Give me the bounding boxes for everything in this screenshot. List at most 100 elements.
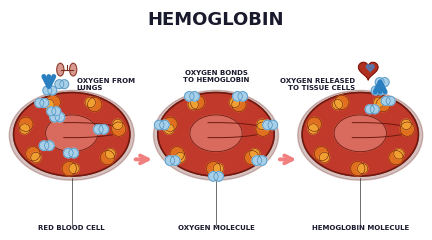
Circle shape <box>314 147 329 161</box>
Circle shape <box>376 86 385 95</box>
Circle shape <box>55 112 65 122</box>
Ellipse shape <box>14 93 130 176</box>
Circle shape <box>268 120 278 130</box>
Ellipse shape <box>153 90 279 180</box>
Circle shape <box>374 97 384 108</box>
Circle shape <box>165 156 175 165</box>
Circle shape <box>332 99 343 110</box>
Circle shape <box>233 92 242 101</box>
Circle shape <box>26 147 40 161</box>
Ellipse shape <box>158 93 274 176</box>
Ellipse shape <box>46 115 98 152</box>
Circle shape <box>238 92 248 101</box>
Circle shape <box>52 107 61 116</box>
Circle shape <box>163 117 177 132</box>
Ellipse shape <box>302 93 418 176</box>
Ellipse shape <box>9 90 134 180</box>
Text: RED BLOOD CELL: RED BLOOD CELL <box>38 225 105 231</box>
Circle shape <box>308 124 318 134</box>
Circle shape <box>47 107 56 116</box>
Circle shape <box>375 78 384 87</box>
Circle shape <box>112 119 123 130</box>
Circle shape <box>40 99 49 108</box>
Circle shape <box>111 122 126 136</box>
Circle shape <box>357 163 368 174</box>
Circle shape <box>307 117 321 132</box>
Circle shape <box>46 95 60 109</box>
Circle shape <box>64 148 73 158</box>
Ellipse shape <box>334 115 386 152</box>
Circle shape <box>164 124 174 134</box>
Polygon shape <box>359 62 378 80</box>
Circle shape <box>100 150 114 165</box>
Circle shape <box>154 120 164 130</box>
Circle shape <box>389 150 403 165</box>
Circle shape <box>190 92 199 101</box>
Circle shape <box>19 117 33 132</box>
Circle shape <box>69 163 79 174</box>
Text: HEMOGLOBIN: HEMOGLOBIN <box>148 12 284 30</box>
Circle shape <box>250 149 260 159</box>
Circle shape <box>88 97 102 112</box>
Circle shape <box>43 86 52 95</box>
Circle shape <box>214 172 223 181</box>
Circle shape <box>394 149 404 159</box>
Circle shape <box>44 99 54 110</box>
Text: OXYGEN RELEASED
TO TISSUE CELLS: OXYGEN RELEASED TO TISSUE CELLS <box>280 78 355 91</box>
Circle shape <box>371 86 380 95</box>
Circle shape <box>31 152 41 163</box>
Ellipse shape <box>298 90 423 180</box>
Circle shape <box>48 86 57 95</box>
Text: OXYGEN BONDS
TO HEMOGLOBIN: OXYGEN BONDS TO HEMOGLOBIN <box>183 70 249 83</box>
Circle shape <box>160 120 169 130</box>
Circle shape <box>245 150 259 165</box>
Circle shape <box>19 124 30 134</box>
Circle shape <box>365 105 374 114</box>
Circle shape <box>257 156 267 165</box>
Circle shape <box>229 97 240 108</box>
Circle shape <box>400 122 414 136</box>
Circle shape <box>55 80 64 89</box>
Circle shape <box>105 149 116 159</box>
Circle shape <box>39 141 49 150</box>
Circle shape <box>370 105 379 114</box>
Text: HEMOGLOBIN MOLECULE: HEMOGLOBIN MOLECULE <box>311 225 409 231</box>
Circle shape <box>232 97 246 112</box>
Text: OXYGEN FROM
LUNGS: OXYGEN FROM LUNGS <box>77 78 135 91</box>
Circle shape <box>350 161 365 176</box>
Circle shape <box>319 152 330 163</box>
Circle shape <box>257 119 267 130</box>
Ellipse shape <box>190 115 242 152</box>
Circle shape <box>188 99 198 110</box>
Circle shape <box>191 95 205 109</box>
Circle shape <box>50 112 60 122</box>
Circle shape <box>62 161 76 176</box>
Circle shape <box>376 97 391 112</box>
Circle shape <box>170 147 184 161</box>
Ellipse shape <box>57 63 64 76</box>
Ellipse shape <box>70 63 77 76</box>
Circle shape <box>401 119 411 130</box>
Circle shape <box>35 99 44 108</box>
Circle shape <box>69 148 79 158</box>
Circle shape <box>380 78 389 87</box>
Text: OXYGEN MOLECULE: OXYGEN MOLECULE <box>178 225 254 231</box>
Polygon shape <box>366 65 374 72</box>
Circle shape <box>209 172 218 181</box>
Circle shape <box>381 96 390 105</box>
Circle shape <box>94 125 103 134</box>
Circle shape <box>85 97 95 108</box>
Circle shape <box>256 122 270 136</box>
Circle shape <box>206 161 221 176</box>
Circle shape <box>170 156 180 165</box>
Circle shape <box>44 141 54 150</box>
Circle shape <box>60 80 69 89</box>
Circle shape <box>213 163 223 174</box>
Circle shape <box>263 120 272 130</box>
Circle shape <box>335 95 349 109</box>
Circle shape <box>386 96 395 105</box>
Circle shape <box>252 156 262 165</box>
Circle shape <box>175 152 185 163</box>
Circle shape <box>184 92 194 101</box>
Circle shape <box>99 125 108 134</box>
